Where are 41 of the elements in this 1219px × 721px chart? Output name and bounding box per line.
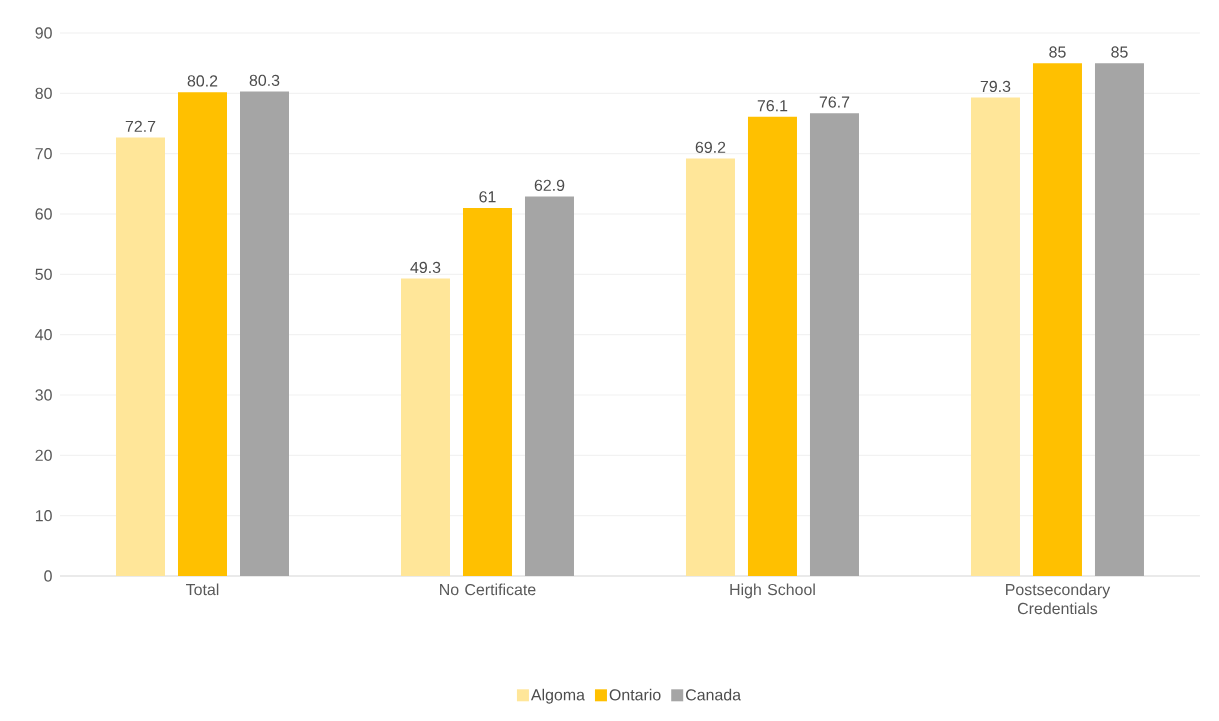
- y-tick-label: 70: [35, 148, 52, 160]
- data-label: 85: [1111, 46, 1128, 58]
- x-tick-label: No Certificate: [440, 583, 536, 596]
- data-label: 72.7: [125, 120, 156, 132]
- y-tick-label: 30: [35, 389, 52, 401]
- y-tick-label: 20: [35, 449, 52, 461]
- bar: [400, 278, 450, 576]
- data-label: 76.7: [819, 96, 850, 108]
- bar: [1094, 63, 1144, 576]
- legend-label: Algoma: [530, 688, 585, 704]
- y-tick-label: 40: [35, 329, 52, 341]
- data-label: 62.9: [534, 179, 565, 191]
- y-tick-label: 80: [35, 87, 52, 99]
- x-tick-label: Total: [186, 583, 219, 596]
- y-tick-label: 10: [35, 510, 52, 522]
- y-tick-label: 60: [35, 208, 52, 220]
- data-label: 80.3: [249, 74, 280, 86]
- bar: [240, 91, 289, 576]
- data-label: 85: [1049, 46, 1066, 58]
- bar: [462, 207, 512, 576]
- bar: [685, 158, 735, 576]
- bar: [1032, 63, 1082, 576]
- data-label: 80.2: [187, 75, 218, 87]
- bar: [116, 137, 165, 576]
- bar: [524, 196, 574, 576]
- bar: [178, 92, 227, 576]
- bar: [970, 97, 1020, 576]
- data-label: 69.2: [695, 141, 726, 153]
- x-tick-label: High School: [730, 583, 815, 599]
- data-label: 79.3: [980, 80, 1011, 93]
- bar: [809, 113, 859, 576]
- y-tick-label: 50: [35, 268, 52, 280]
- data-label: 49.3: [410, 261, 441, 274]
- y-tick-label: 0: [44, 570, 52, 582]
- data-label: 61: [479, 191, 496, 203]
- y-tick-label: 90: [35, 27, 52, 39]
- legend-label: Canada: [686, 688, 742, 701]
- bar: [747, 116, 797, 576]
- legend-label: Ontario: [609, 688, 661, 701]
- x-tick-label: Postsecondary Credentials: [1006, 583, 1111, 615]
- data-label: 76.1: [757, 100, 788, 112]
